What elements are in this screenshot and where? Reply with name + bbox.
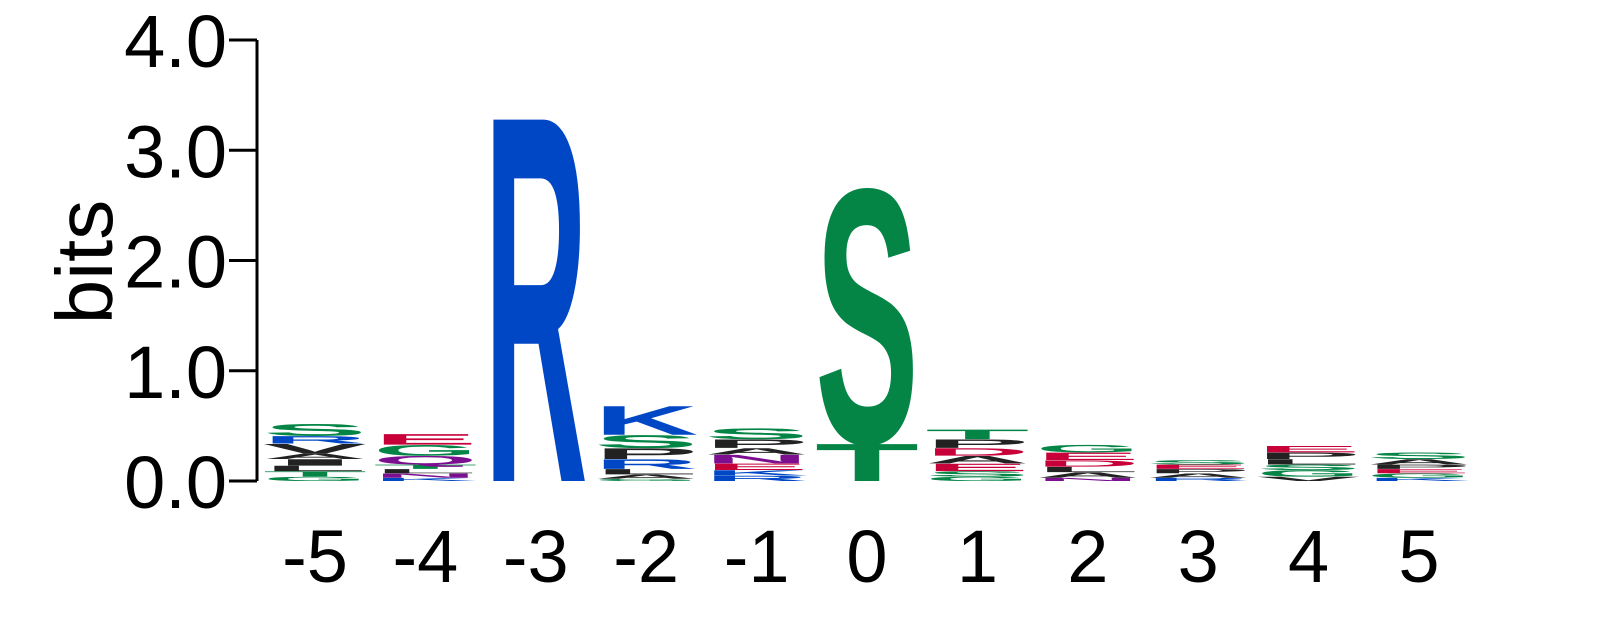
logo-letter-g: G bbox=[925, 475, 1029, 482]
logo-letter-q: Q bbox=[373, 453, 477, 467]
logo-letter-s: S bbox=[1146, 459, 1250, 466]
logo-letter-k: K bbox=[1367, 477, 1471, 482]
logo-letter-a: A bbox=[705, 446, 809, 456]
y-tick-label: 0.0 bbox=[124, 441, 227, 524]
logo-letter-a: A bbox=[594, 473, 698, 480]
y-axis-label: bits bbox=[40, 200, 129, 325]
logo-letter-l: L bbox=[263, 464, 367, 473]
logo-letter-l: L bbox=[594, 467, 698, 476]
x-tick-label: -3 bbox=[503, 515, 569, 598]
logo-letter-k: K bbox=[373, 477, 477, 482]
logo-letter-s: S bbox=[815, 113, 919, 520]
logo-letter-g: G bbox=[1036, 443, 1140, 455]
y-tick-label: 4.0 bbox=[124, 0, 227, 83]
logo-letter-k: K bbox=[705, 469, 809, 478]
logo-letter-s: S bbox=[594, 431, 698, 452]
y-tick-label: 2.0 bbox=[124, 221, 227, 304]
logo-letter-s: S bbox=[1367, 451, 1471, 461]
logo-letter-v: V bbox=[1257, 476, 1361, 483]
logo-letter-a: A bbox=[925, 454, 1029, 466]
logo-letter-p: P bbox=[705, 437, 809, 451]
logo-letter-a: A bbox=[1036, 471, 1140, 480]
logo-letter-g: G bbox=[1257, 468, 1361, 478]
logo-letter-e: E bbox=[705, 462, 809, 472]
x-tick-label: 3 bbox=[1178, 515, 1219, 598]
logo-letter-r: R bbox=[263, 434, 367, 446]
logo-letter-t: T bbox=[263, 470, 367, 479]
logo-letter-p: P bbox=[594, 445, 698, 462]
logo-letter-t: T bbox=[925, 427, 1029, 442]
x-tick-label: 0 bbox=[846, 515, 887, 598]
logo-letter-g: G bbox=[263, 475, 367, 482]
logo-letter-l: L bbox=[373, 468, 477, 475]
logo-letter-s: S bbox=[263, 421, 367, 440]
logo-letter-l: L bbox=[1257, 458, 1361, 467]
logo-letter-l: L bbox=[1036, 465, 1140, 474]
logo-letter-d: D bbox=[1036, 458, 1140, 468]
x-axis: -5 -4 -3 -2 -1 0 1 2 3 4 5 bbox=[282, 515, 1439, 598]
logo-letter-v: V bbox=[263, 441, 367, 456]
logo-letter-e: E bbox=[1367, 468, 1471, 475]
logo-letter-t: T bbox=[815, 433, 919, 493]
logo-letter-r: R bbox=[705, 474, 809, 483]
logo-letter-k: K bbox=[594, 398, 698, 444]
logo-letter-e: E bbox=[925, 461, 1029, 473]
logo-letter-p: P bbox=[1146, 468, 1250, 475]
x-tick-label: -4 bbox=[392, 515, 458, 598]
logo-letter-p: P bbox=[1367, 463, 1471, 470]
logo-letter-i: I bbox=[263, 457, 367, 467]
logo-letter-r: R bbox=[484, 5, 588, 593]
logo-letter-d: D bbox=[925, 446, 1029, 458]
logo-letter-n: N bbox=[1036, 477, 1140, 482]
x-tick-label: 1 bbox=[957, 515, 998, 598]
x-tick-label: -1 bbox=[724, 515, 790, 598]
logo-letter-e: E bbox=[1146, 463, 1250, 470]
logo-letter-s: S bbox=[705, 425, 809, 442]
logo-letter-n: N bbox=[705, 452, 809, 466]
logo-letter-e: E bbox=[1257, 444, 1361, 454]
logo-letter-n: N bbox=[373, 472, 477, 479]
logo-letter-g: G bbox=[1367, 472, 1471, 479]
logo-letter-p: P bbox=[925, 437, 1029, 451]
logo-letter-e: E bbox=[373, 431, 477, 448]
logo-letter-t: T bbox=[373, 463, 477, 470]
logo-letter-r: R bbox=[594, 456, 698, 471]
y-axis: 0.0 1.0 2.0 3.0 4.0 bbox=[124, 0, 259, 524]
logo-letter-a: A bbox=[263, 452, 367, 461]
x-tick-label: -2 bbox=[613, 515, 679, 598]
x-tick-label: 2 bbox=[1067, 515, 1108, 598]
x-tick-label: 4 bbox=[1288, 515, 1329, 598]
logo-letter-a: A bbox=[1146, 472, 1250, 479]
logo-letter-a: A bbox=[1367, 458, 1471, 467]
y-tick-label: 1.0 bbox=[124, 331, 227, 414]
logo-letter-s: S bbox=[1257, 463, 1361, 472]
logo-letter-g: G bbox=[594, 478, 698, 481]
logo-letter-p: P bbox=[1257, 451, 1361, 461]
logo-letter-s: S bbox=[925, 470, 1029, 479]
logo-letter-g: G bbox=[373, 442, 477, 459]
y-tick-label: 3.0 bbox=[124, 110, 227, 193]
x-tick-label: 5 bbox=[1398, 515, 1439, 598]
logo-letter-r: R bbox=[1146, 477, 1250, 482]
x-tick-label: -5 bbox=[282, 515, 348, 598]
logo-letter-e: E bbox=[1036, 450, 1140, 462]
